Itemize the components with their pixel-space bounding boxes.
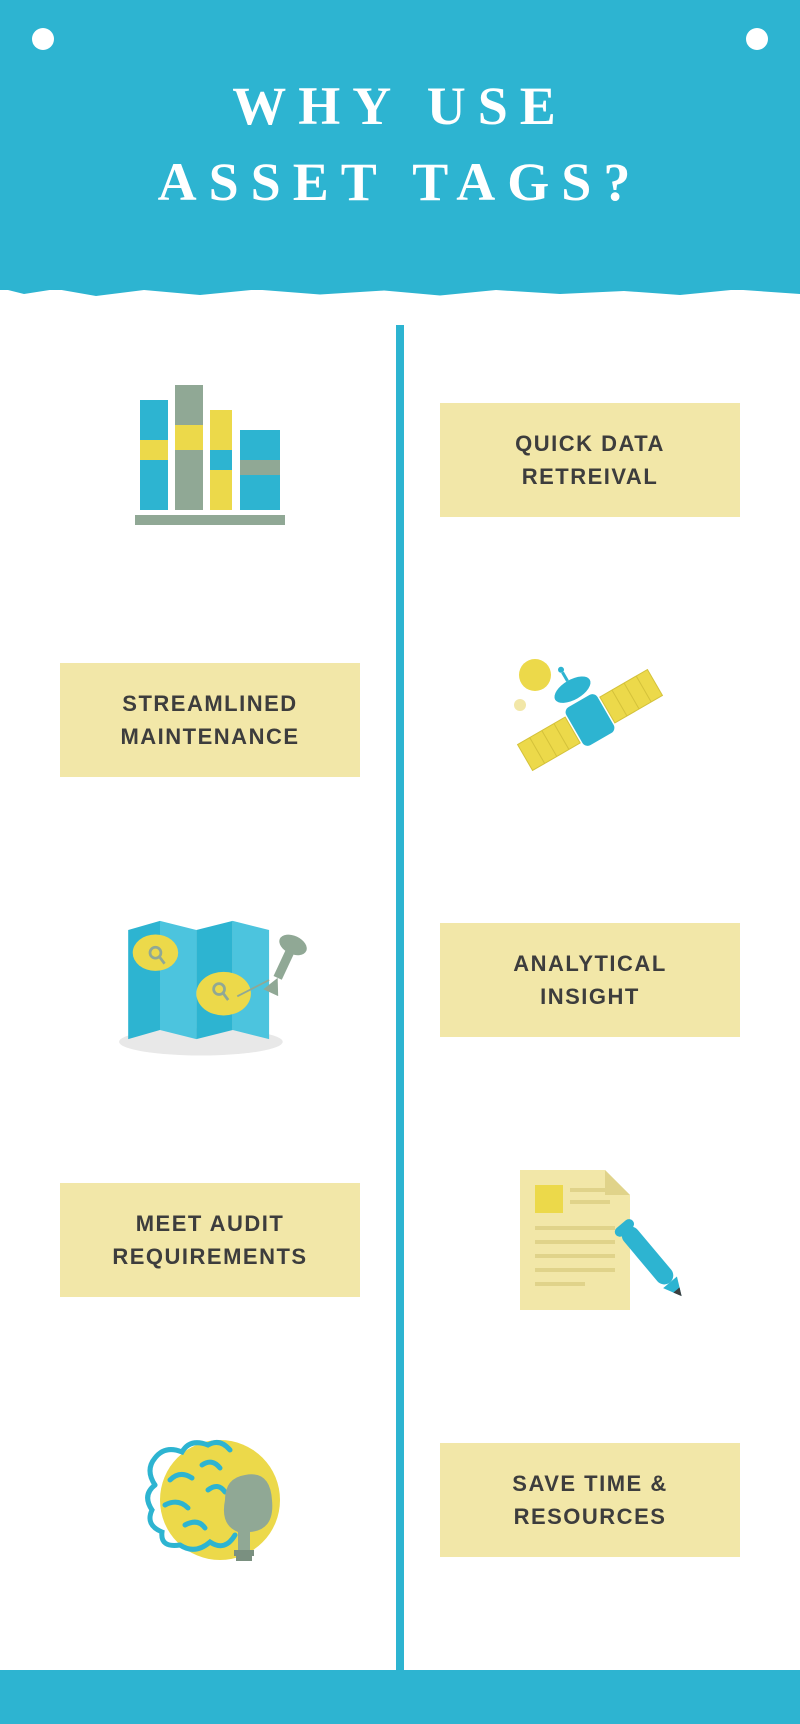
label-cell-4: MEET AUDIT REQUIREMENTS [40,1120,380,1360]
corner-dot-tl [32,28,54,50]
icon-cell-bars [40,340,380,580]
label-streamlined: STREAMLINED MAINTENANCE [60,663,360,777]
title-line-2: ASSET TAGS? [158,152,643,212]
label-cell-3: ANALYTICAL INSIGHT [420,860,760,1100]
content-area: QUICK DATA RETREIVAL STREAMLINED MAINTEN… [0,290,800,1670]
label-cell-2: STREAMLINED MAINTENANCE [40,600,380,840]
center-divider [396,325,404,1670]
main-title: WHY USE ASSET TAGS? [158,69,643,220]
label-analytical: ANALYTICAL INSIGHT [440,923,740,1037]
satellite-icon [490,630,690,810]
label-save-time: SAVE TIME & RESOURCES [440,1443,740,1557]
label-cell-1: QUICK DATA RETREIVAL [420,340,760,580]
label-quick-data: QUICK DATA RETREIVAL [440,403,740,517]
footer-bar [0,1670,800,1724]
icon-cell-map [40,860,380,1100]
corner-dot-tr [746,28,768,50]
label-cell-5: SAVE TIME & RESOURCES [420,1380,760,1620]
map-icon [110,890,310,1070]
bars-icon [110,370,310,550]
title-line-1: WHY USE [232,76,568,136]
icon-cell-brain [40,1380,380,1620]
icon-cell-satellite [420,600,760,840]
brain-icon [110,1410,310,1590]
document-icon [490,1150,690,1330]
icon-cell-document [420,1120,760,1360]
header-banner: WHY USE ASSET TAGS? [0,0,800,290]
label-audit: MEET AUDIT REQUIREMENTS [60,1183,360,1297]
